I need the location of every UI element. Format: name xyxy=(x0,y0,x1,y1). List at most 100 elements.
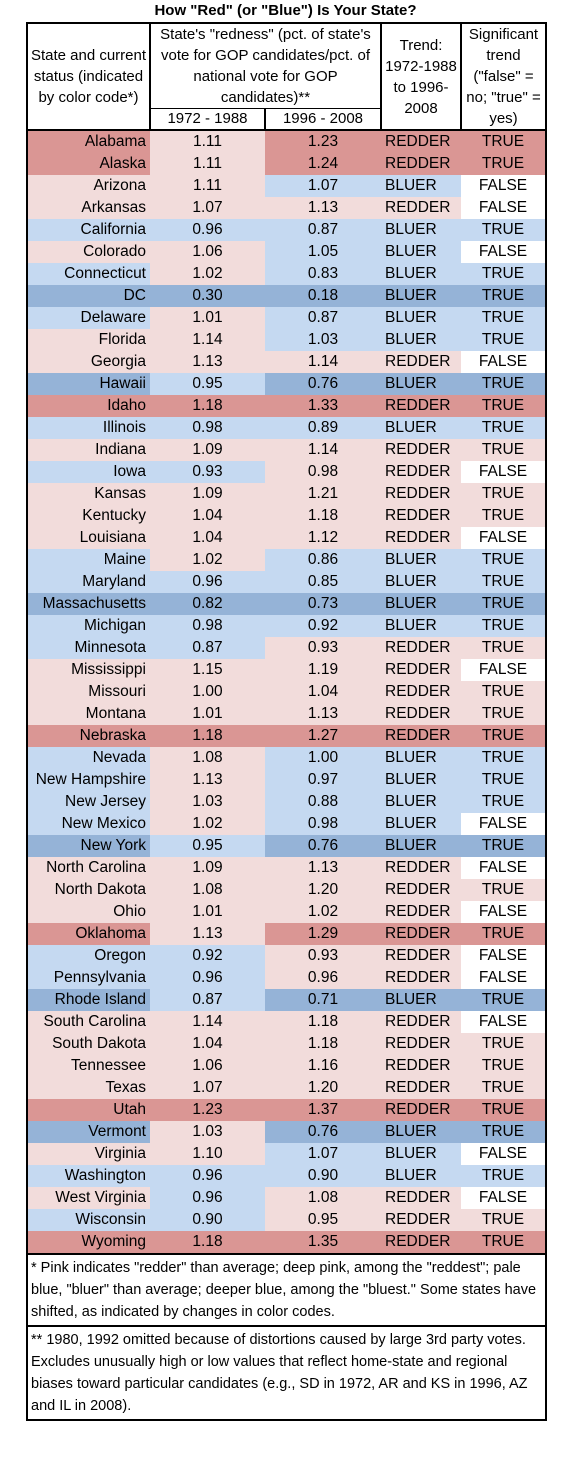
state-name-cell: Indiana xyxy=(26,439,150,461)
table-row: Kansas 1.09 1.21 REDDER TRUE xyxy=(26,483,547,505)
value-1972-1988-cell: 1.02 xyxy=(150,263,265,285)
table-row: Florida 1.14 1.03 BLUER TRUE xyxy=(26,329,547,351)
table-row: Iowa 0.93 0.98 REDDER FALSE xyxy=(26,461,547,483)
significance-cell: TRUE xyxy=(461,593,547,615)
value-1972-1988-cell: 0.90 xyxy=(150,1209,265,1231)
value-1996-2008-cell: 0.93 xyxy=(265,945,381,967)
significance-cell: FALSE xyxy=(461,1187,547,1209)
state-name-cell: Nebraska xyxy=(26,725,150,747)
value-1972-1988-cell: 1.13 xyxy=(150,769,265,791)
value-1972-1988-cell: 1.06 xyxy=(150,1055,265,1077)
table-row: Ohio 1.01 1.02 REDDER FALSE xyxy=(26,901,547,923)
state-name-cell: New Hampshire xyxy=(26,769,150,791)
significance-cell: TRUE xyxy=(461,1033,547,1055)
table-row: Massachusetts 0.82 0.73 BLUER TRUE xyxy=(26,593,547,615)
value-1996-2008-cell: 1.07 xyxy=(265,1143,381,1165)
state-name-cell: Wyoming xyxy=(26,1231,150,1254)
value-1996-2008-cell: 1.29 xyxy=(265,923,381,945)
value-1972-1988-cell: 1.04 xyxy=(150,1033,265,1055)
table-row: Wisconsin 0.90 0.95 REDDER TRUE xyxy=(26,1209,547,1231)
footnote-omissions: ** 1980, 1992 omitted because of distort… xyxy=(26,1325,547,1421)
trend-cell: BLUER xyxy=(381,1143,461,1165)
state-name-cell: New Jersey xyxy=(26,791,150,813)
value-1972-1988-cell: 1.07 xyxy=(150,1077,265,1099)
state-name-cell: South Carolina xyxy=(26,1011,150,1033)
value-1972-1988-cell: 1.09 xyxy=(150,857,265,879)
state-name-cell: DC xyxy=(26,285,150,307)
value-1996-2008-cell: 1.05 xyxy=(265,241,381,263)
value-1996-2008-cell: 0.92 xyxy=(265,615,381,637)
table-row: New Mexico 1.02 0.98 BLUER FALSE xyxy=(26,813,547,835)
table-row: Missouri 1.00 1.04 REDDER TRUE xyxy=(26,681,547,703)
significance-cell: TRUE xyxy=(461,285,547,307)
table-row: North Dakota 1.08 1.20 REDDER TRUE xyxy=(26,879,547,901)
trend-cell: REDDER xyxy=(381,461,461,483)
significance-cell: TRUE xyxy=(461,681,547,703)
value-1996-2008-cell: 0.76 xyxy=(265,373,381,395)
value-1972-1988-cell: 1.18 xyxy=(150,1231,265,1254)
trend-cell: REDDER xyxy=(381,1209,461,1231)
value-1996-2008-cell: 0.95 xyxy=(265,1209,381,1231)
state-name-cell: California xyxy=(26,219,150,241)
significance-cell: FALSE xyxy=(461,351,547,373)
value-1972-1988-cell: 0.93 xyxy=(150,461,265,483)
state-name-cell: North Carolina xyxy=(26,857,150,879)
state-name-cell: Texas xyxy=(26,1077,150,1099)
value-1996-2008-cell: 1.37 xyxy=(265,1099,381,1121)
value-1972-1988-cell: 1.13 xyxy=(150,923,265,945)
value-1996-2008-cell: 1.18 xyxy=(265,1033,381,1055)
value-1996-2008-cell: 0.76 xyxy=(265,835,381,857)
trend-cell: REDDER xyxy=(381,1099,461,1121)
trend-cell: REDDER xyxy=(381,129,461,153)
header-state: State and current status (indicated by c… xyxy=(26,22,151,131)
value-1972-1988-cell: 1.09 xyxy=(150,483,265,505)
trend-cell: BLUER xyxy=(381,175,461,197)
value-1996-2008-cell: 0.71 xyxy=(265,989,381,1011)
value-1996-2008-cell: 1.24 xyxy=(265,153,381,175)
value-1972-1988-cell: 1.08 xyxy=(150,879,265,901)
value-1996-2008-cell: 1.07 xyxy=(265,175,381,197)
value-1996-2008-cell: 1.35 xyxy=(265,1231,381,1254)
table-row: South Dakota 1.04 1.18 REDDER TRUE xyxy=(26,1033,547,1055)
table-row: Connecticut 1.02 0.83 BLUER TRUE xyxy=(26,263,547,285)
significance-cell: TRUE xyxy=(461,439,547,461)
significance-cell: FALSE xyxy=(461,659,547,681)
header-significant: Significant trend ("false" = no; "true" … xyxy=(460,22,547,131)
significance-cell: TRUE xyxy=(461,637,547,659)
table-row: Maine 1.02 0.86 BLUER TRUE xyxy=(26,549,547,571)
state-name-cell: Idaho xyxy=(26,395,150,417)
trend-cell: REDDER xyxy=(381,1033,461,1055)
significance-cell: FALSE xyxy=(461,241,547,263)
value-1972-1988-cell: 1.04 xyxy=(150,527,265,549)
value-1972-1988-cell: 1.00 xyxy=(150,681,265,703)
value-1996-2008-cell: 1.04 xyxy=(265,681,381,703)
trend-cell: REDDER xyxy=(381,153,461,175)
state-name-cell: Minnesota xyxy=(26,637,150,659)
value-1996-2008-cell: 1.00 xyxy=(265,747,381,769)
table-row: Alaska 1.11 1.24 REDDER TRUE xyxy=(26,153,547,175)
significance-cell: FALSE xyxy=(461,813,547,835)
state-name-cell: New Mexico xyxy=(26,813,150,835)
table-row: Georgia 1.13 1.14 REDDER FALSE xyxy=(26,351,547,373)
state-name-cell: Louisiana xyxy=(26,527,150,549)
value-1972-1988-cell: 1.11 xyxy=(150,153,265,175)
table-row: Rhode Island 0.87 0.71 BLUER TRUE xyxy=(26,989,547,1011)
table-row: Kentucky 1.04 1.18 REDDER TRUE xyxy=(26,505,547,527)
trend-cell: BLUER xyxy=(381,747,461,769)
value-1996-2008-cell: 1.20 xyxy=(265,879,381,901)
value-1972-1988-cell: 1.03 xyxy=(150,791,265,813)
trend-cell: REDDER xyxy=(381,923,461,945)
trend-cell: REDDER xyxy=(381,637,461,659)
trend-cell: BLUER xyxy=(381,791,461,813)
state-name-cell: Georgia xyxy=(26,351,150,373)
significance-cell: TRUE xyxy=(461,395,547,417)
trend-cell: BLUER xyxy=(381,813,461,835)
table-row: DC 0.30 0.18 BLUER TRUE xyxy=(26,285,547,307)
significance-cell: TRUE xyxy=(461,1231,547,1254)
significance-cell: FALSE xyxy=(461,857,547,879)
value-1996-2008-cell: 1.23 xyxy=(265,129,381,153)
value-1996-2008-cell: 0.85 xyxy=(265,571,381,593)
significance-cell: TRUE xyxy=(461,703,547,725)
table-row: California 0.96 0.87 BLUER TRUE xyxy=(26,219,547,241)
significance-cell: TRUE xyxy=(461,769,547,791)
